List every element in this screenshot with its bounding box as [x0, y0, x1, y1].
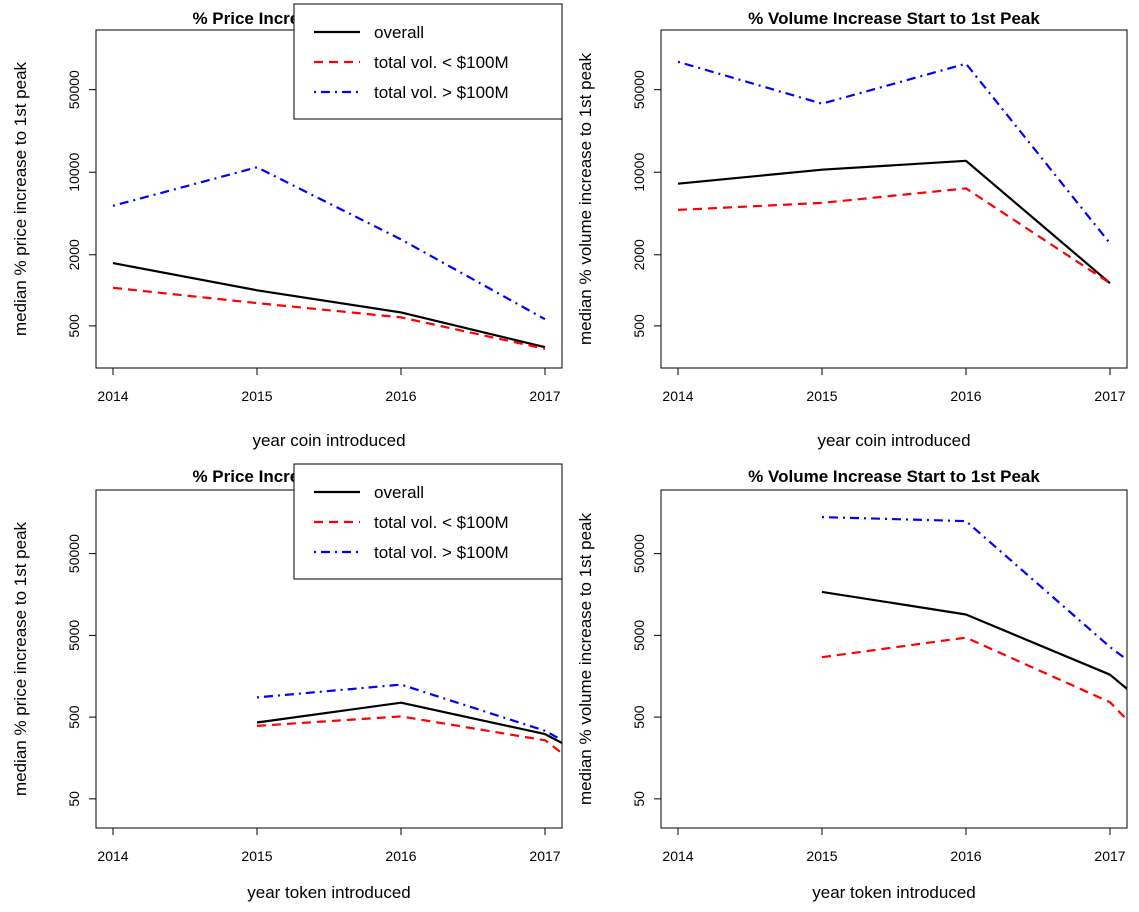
legend-box — [293, 463, 563, 580]
x-tick-label: 2017 — [529, 388, 560, 404]
series-line-1 — [677, 159, 1111, 285]
y-axis-label: median % volume increase to 1st peak — [576, 513, 595, 805]
x-axis-label: year token introduced — [247, 883, 411, 902]
y-tick-label: 5000 — [66, 620, 82, 651]
chart-title: % Volume Increase Start to 1st Peak — [748, 467, 1040, 486]
y-tick-label: 50 — [631, 791, 647, 807]
x-tick-label: 2017 — [1094, 388, 1125, 404]
y-tick-label: 2000 — [631, 239, 647, 270]
y-tick-label: 500 — [66, 314, 82, 338]
legend-box — [293, 3, 563, 120]
y-tick-label: 50000 — [631, 70, 647, 109]
chart-title: % Volume Increase Start to 1st Peak — [748, 9, 1040, 28]
series-line-3 — [256, 683, 562, 742]
legend-label: overall — [374, 23, 424, 42]
series-line-2 — [677, 187, 1111, 285]
y-tick-label: 10000 — [631, 153, 647, 192]
y-tick-label: 500 — [631, 705, 647, 729]
series-line-2 — [112, 286, 546, 350]
x-tick-label: 2017 — [1094, 848, 1125, 864]
series-line-3 — [677, 60, 1111, 244]
y-axis-label: median % volume increase to 1st peak — [576, 53, 595, 345]
chart-panel-2: % Volume Increase Start to 1st Peak 2014 2… — [576, 9, 1128, 450]
y-axis-label: median % price increase to 1st peak — [11, 61, 30, 336]
legend: overall total vol. < $100M total vol. > $1… — [293, 463, 563, 580]
y-tick-label: 50000 — [631, 534, 647, 573]
x-tick-label: 2016 — [385, 388, 416, 404]
y-axis-label: median % price increase to 1st peak — [11, 521, 30, 796]
series-line-3 — [821, 516, 1127, 661]
y-tick-label: 5000 — [631, 620, 647, 651]
plot-frame — [660, 489, 1128, 829]
x-axis-label: year token introduced — [812, 883, 976, 902]
y-tick-label: 10000 — [66, 153, 82, 192]
x-tick-label: 2015 — [806, 388, 837, 404]
series-line-1 — [112, 262, 546, 349]
x-tick-label: 2016 — [385, 848, 416, 864]
series-line-1 — [256, 701, 562, 745]
y-tick-label: 50000 — [66, 70, 82, 109]
series-line-2 — [256, 715, 562, 755]
legend-label: total vol. > $100M — [374, 83, 509, 102]
x-tick-label: 2016 — [950, 848, 981, 864]
x-tick-label: 2014 — [97, 848, 128, 864]
legend-label: overall — [374, 483, 424, 502]
y-tick-label: 50 — [66, 791, 82, 807]
y-tick-label: 50000 — [66, 534, 82, 573]
x-tick-label: 2014 — [97, 388, 128, 404]
legend-label: total vol. < $100M — [374, 513, 509, 532]
y-tick-label: 500 — [66, 705, 82, 729]
x-axis-label: year coin introduced — [252, 431, 405, 450]
x-axis-label: year coin introduced — [817, 431, 970, 450]
legend-label: total vol. < $100M — [374, 53, 509, 72]
plot-frame — [660, 29, 1128, 369]
x-tick-label: 2015 — [806, 848, 837, 864]
chart-panel-4: % Volume Increase Start to 1st Peak 2014 2… — [576, 467, 1128, 902]
y-tick-label: 500 — [631, 314, 647, 338]
x-tick-label: 2015 — [241, 848, 272, 864]
legend: overall total vol. < $100M total vol. > $1… — [293, 3, 563, 120]
x-tick-label: 2014 — [662, 848, 693, 864]
x-tick-label: 2014 — [662, 388, 693, 404]
legend-label: total vol. > $100M — [374, 543, 509, 562]
x-tick-label: 2016 — [950, 388, 981, 404]
x-tick-label: 2017 — [529, 848, 560, 864]
chart-panel-3: % Price Increase Start to 1st Peak201420… — [11, 463, 563, 902]
series-line-3 — [112, 166, 546, 321]
series-line-2 — [821, 636, 1127, 721]
x-tick-label: 2015 — [241, 388, 272, 404]
chart-panel-1: % Price Increase Start to 1st Peak201420… — [11, 3, 563, 450]
y-tick-label: 2000 — [66, 239, 82, 270]
series-line-1 — [821, 590, 1127, 690]
